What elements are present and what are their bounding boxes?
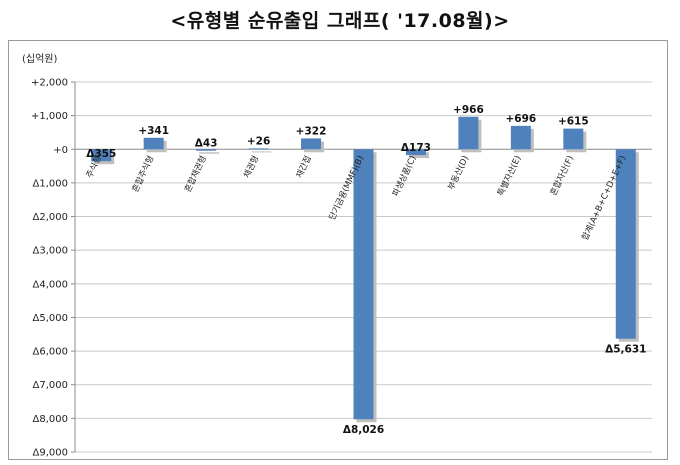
- bar: [510, 125, 531, 150]
- y-tick-label: +1,000: [31, 111, 68, 122]
- data-label: Δ355: [86, 148, 116, 160]
- y-tick-label: Δ6,000: [33, 347, 68, 358]
- data-label: +696: [506, 113, 537, 125]
- category-label: 혼합채권형: [182, 154, 208, 194]
- category-label: 채권형: [241, 154, 261, 180]
- chart-title: <유형별 순유출입 그래프( '17.08월)>: [170, 10, 510, 32]
- data-label: Δ43: [195, 138, 218, 150]
- category-label: 부동산(D): [446, 154, 471, 192]
- category-label: 혼합주식형: [130, 154, 156, 194]
- bar-shadow: [408, 152, 429, 159]
- data-label: +322: [296, 125, 327, 137]
- y-tick-label: Δ2,000: [33, 212, 68, 223]
- data-label: Δ5,631: [605, 344, 646, 356]
- data-label: Δ173: [401, 142, 431, 154]
- y-tick-label: Δ7,000: [33, 380, 68, 391]
- bar: [301, 138, 322, 150]
- bar: [405, 149, 426, 156]
- chart-frame: [8, 40, 668, 460]
- bars: [91, 116, 639, 423]
- y-tick-label: Δ9,000: [33, 448, 68, 459]
- data-label: Δ8,026: [343, 424, 384, 436]
- y-tick-label: Δ3,000: [33, 246, 68, 257]
- unit-label: (십억원): [22, 53, 58, 65]
- y-tick-label: Δ4,000: [33, 279, 68, 290]
- bar: [563, 128, 584, 150]
- category-label: 재간접: [294, 154, 314, 180]
- bar: [353, 149, 374, 420]
- y-tick-label: Δ1,000: [33, 178, 68, 189]
- bar: [615, 149, 636, 339]
- bar: [91, 149, 112, 162]
- y-axis: +2,000 +1,000 +0 Δ1,000 Δ2,000 Δ3,000 Δ4,000 Δ5…: [31, 78, 76, 459]
- y-tick-label: Δ5,000: [33, 313, 68, 324]
- data-label: +615: [558, 116, 589, 128]
- category-label: 파생상품(C): [390, 154, 419, 198]
- y-tick-label: +2,000: [31, 78, 68, 89]
- bar-shadow: [199, 152, 220, 154]
- bar: [248, 148, 269, 150]
- data-label: +341: [138, 125, 169, 137]
- category-label: 혼합자산(F): [548, 154, 576, 197]
- bar: [143, 137, 164, 150]
- bar: [196, 149, 217, 151]
- bar-shadow: [251, 151, 272, 153]
- data-label: +26: [247, 135, 270, 147]
- data-labels: Δ355 +341 Δ43 +26 +322 Δ8,026 Δ173 +966 +696 +615…: [86, 104, 646, 436]
- data-label: +966: [453, 104, 484, 116]
- bar: [458, 116, 479, 150]
- y-tick-label: +0: [53, 145, 68, 156]
- y-tick-label: Δ8,000: [33, 414, 68, 425]
- category-label: 특별자산(E): [495, 154, 523, 198]
